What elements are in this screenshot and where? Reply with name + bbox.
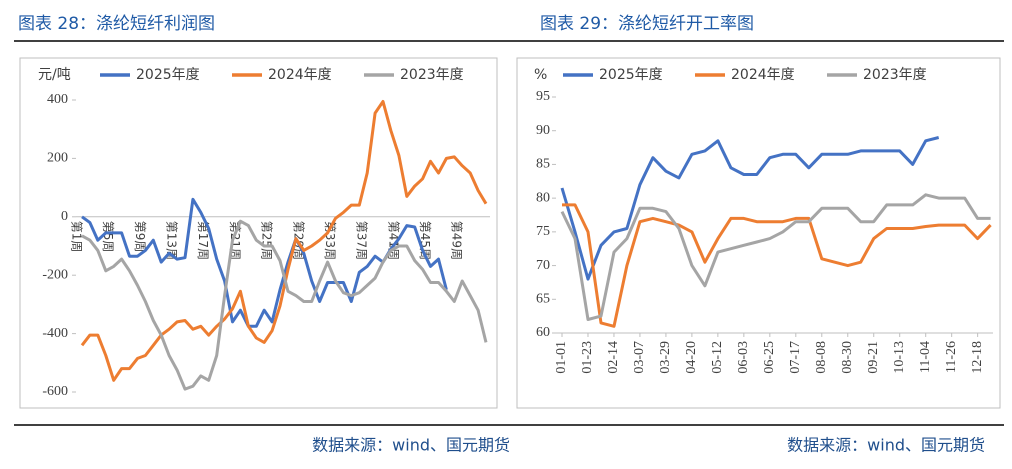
x-tick-label: 06-03 xyxy=(736,341,751,374)
x-tick-label: 12-18 xyxy=(970,341,985,374)
y-tick-label: 200 xyxy=(47,151,68,166)
series-line xyxy=(80,100,488,382)
series-line xyxy=(81,197,448,328)
legend-label: 2023年度 xyxy=(400,67,464,83)
chart-title: 图表 28：涤纶短纤利润图 xyxy=(18,14,215,34)
x-tick-label: 第33周 xyxy=(323,221,337,260)
legend-label: 2025年度 xyxy=(599,67,663,83)
x-tick-label: 07-17 xyxy=(788,341,803,374)
y-tick-label: -400 xyxy=(42,326,68,341)
y-tick-label: 80 xyxy=(536,190,550,205)
y-tick-label: -200 xyxy=(42,267,68,282)
chart-frame xyxy=(19,57,498,409)
y-tick-label: -600 xyxy=(42,384,68,399)
source: 数据来源：wind、国元期货 xyxy=(312,436,510,455)
x-tick-label: 第49周 xyxy=(450,221,464,260)
x-tick-label: 09-21 xyxy=(866,341,881,374)
x-tick-label: 08-08 xyxy=(814,341,829,374)
x-tick-label: 第5周 xyxy=(101,221,115,253)
x-tick-label: 03-07 xyxy=(632,341,647,374)
series-line xyxy=(81,219,488,391)
series-line xyxy=(560,136,940,281)
x-tick-label: 04-20 xyxy=(684,341,699,374)
x-tick-label: 第13周 xyxy=(165,221,179,260)
legend-label: 2024年度 xyxy=(268,67,332,83)
y-tick-label: 65 xyxy=(536,292,550,307)
x-tick-label: 01-23 xyxy=(580,341,595,374)
y-tick-label: 90 xyxy=(536,123,550,138)
x-tick-label: 第37周 xyxy=(355,221,369,260)
series-line xyxy=(560,193,991,321)
y-unit: % xyxy=(534,67,547,83)
x-tick-label: 02-14 xyxy=(606,341,621,374)
legend-label: 2025年度 xyxy=(136,67,200,83)
x-tick-label: 11-26 xyxy=(944,341,959,373)
x-tick-label: 06-25 xyxy=(762,341,777,374)
y-tick-label: 95 xyxy=(536,89,550,104)
chart-title: 图表 29：涤纶短纤开工率图 xyxy=(540,14,754,34)
x-tick-label: 第25周 xyxy=(260,221,274,260)
x-tick-label: 08-30 xyxy=(840,341,855,374)
y-tick-label: 75 xyxy=(536,224,550,239)
y-tick-label: 400 xyxy=(47,92,68,107)
x-tick-label: 第17周 xyxy=(196,221,210,260)
x-tick-label: 01-01 xyxy=(554,341,569,374)
chart-frame xyxy=(516,57,1001,409)
legend-label: 2024年度 xyxy=(731,67,795,83)
y-tick-label: 60 xyxy=(536,325,550,340)
x-tick-label: 10-13 xyxy=(892,341,907,374)
x-tick-label: 第9周 xyxy=(133,221,147,253)
x-tick-label: 05-12 xyxy=(710,341,725,374)
series-line xyxy=(562,203,992,328)
x-tick-label: 03-29 xyxy=(658,341,673,374)
x-tick-label: 第1周 xyxy=(70,221,84,253)
y-tick-label: 70 xyxy=(536,258,550,273)
legend-label: 2023年度 xyxy=(863,67,927,83)
x-tick-label: 11-04 xyxy=(918,341,933,373)
y-tick-label: 0 xyxy=(61,209,68,224)
source: 数据来源：wind、国元期货 xyxy=(787,436,985,455)
y-unit: 元/吨 xyxy=(38,67,71,83)
y-tick-label: 85 xyxy=(536,157,550,172)
